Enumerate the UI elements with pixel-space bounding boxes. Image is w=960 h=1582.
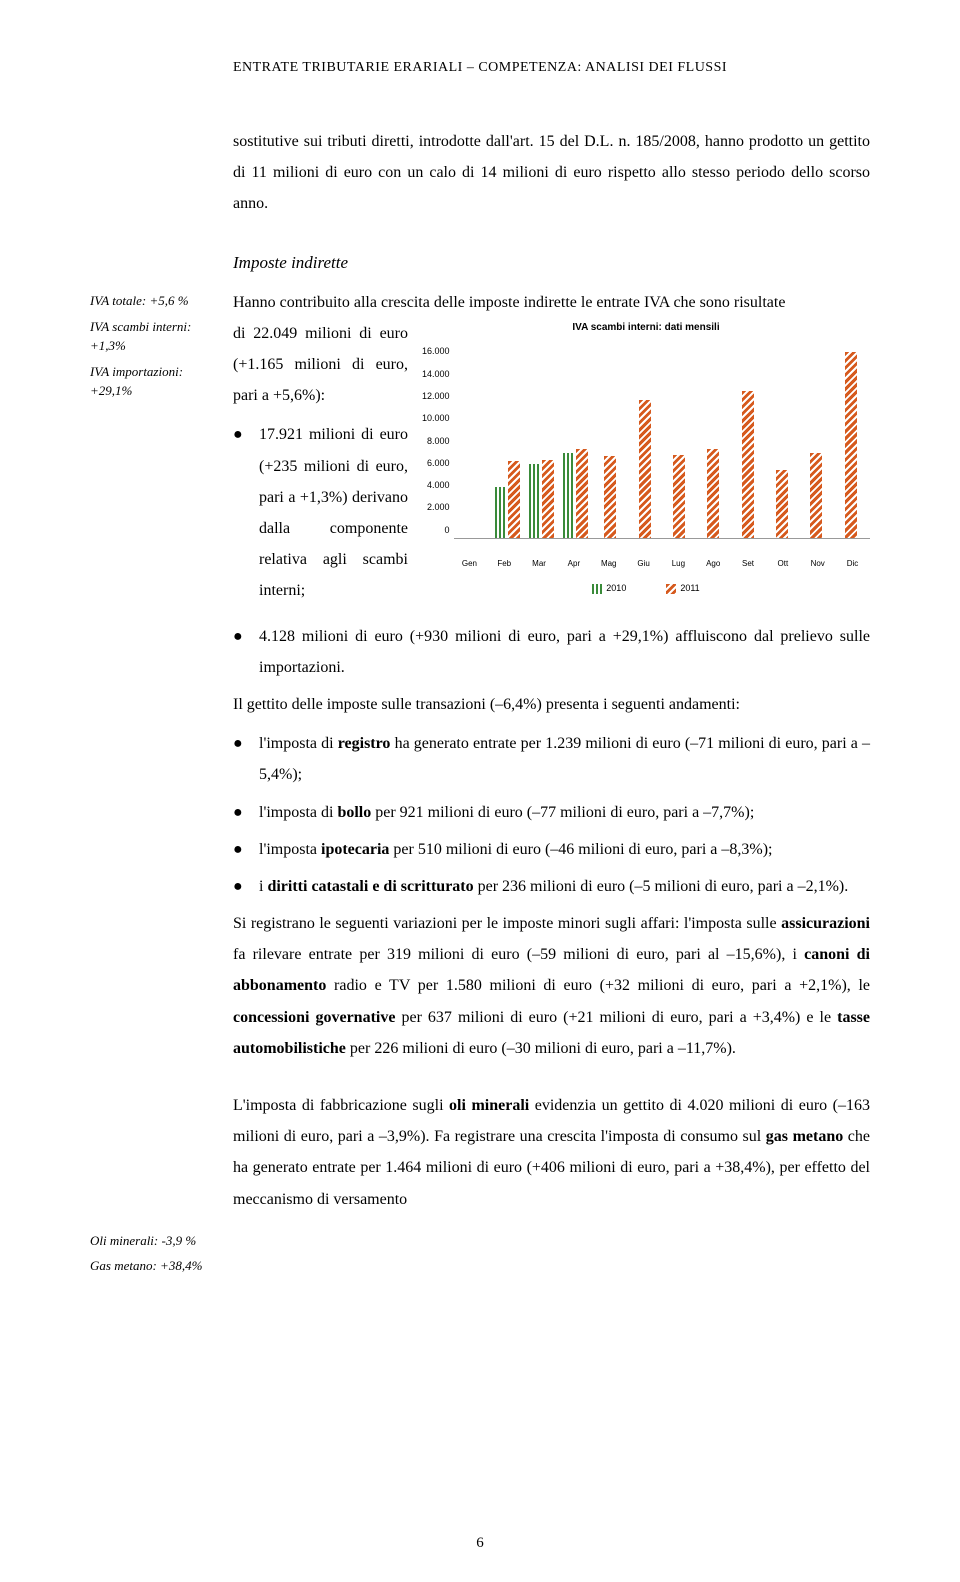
page-header: ENTRATE TRIBUTARIE ERARIALI – COMPETENZA…: [90, 60, 870, 76]
bar-2011: [604, 456, 616, 538]
legend-swatch-icon: [592, 584, 602, 594]
legend-swatch-icon: [666, 584, 676, 594]
bar-2011: [576, 449, 588, 538]
bar-2011: [707, 449, 719, 538]
bar-2010: [529, 464, 541, 539]
bar-2011: [508, 461, 520, 538]
y-tick-label: 6.000: [422, 455, 450, 473]
y-tick-label: 10.000: [422, 410, 450, 428]
split-text-col: di 22.049 milioni di euro (+1.165 milion…: [233, 318, 408, 613]
chart-y-axis: 16.000 14.000 12.000 10.000 8.000 6.000 4.000 2…: [422, 343, 454, 539]
legend-label: 2011: [680, 580, 699, 598]
x-tick-label: Mar: [526, 556, 552, 572]
bar-group: [494, 461, 520, 538]
x-tick-label: Lug: [665, 556, 691, 572]
paragraph-gettito: Il gettito delle imposte sulle transazio…: [233, 689, 870, 720]
bullet-item: ● 17.921 milioni di euro (+235 milioni d…: [233, 419, 408, 606]
x-tick-label: Ott: [770, 556, 796, 572]
legend-item-2011: 2011: [666, 580, 699, 598]
bar-group: [666, 455, 692, 538]
bullet-icon: ●: [233, 797, 259, 828]
bullet-icon: ●: [233, 621, 259, 683]
bullet-text: 17.921 milioni di euro (+235 milioni di …: [259, 419, 408, 606]
chart-title: IVA scambi interni: dati mensili: [422, 318, 870, 338]
bar-2011: [845, 352, 857, 538]
bar-2011: [673, 455, 685, 538]
split-text-chart-row: di 22.049 milioni di euro (+1.165 milion…: [233, 318, 870, 613]
margin-line: IVA importazioni: +29,1%: [90, 362, 215, 401]
paragraph-hanno: Hanno contribuito alla crescita delle im…: [233, 287, 870, 318]
x-tick-label: Apr: [561, 556, 587, 572]
margin-line: Oli minerali: -3,9 %: [90, 1231, 215, 1251]
x-tick-label: Ago: [700, 556, 726, 572]
bullet-item: ● i diritti catastali e di scritturato p…: [233, 871, 870, 902]
x-tick-label: Nov: [805, 556, 831, 572]
y-tick-label: 12.000: [422, 388, 450, 406]
margin-line: Gas metano: +38,4%: [90, 1256, 215, 1276]
bar-group: [735, 391, 761, 538]
bullet-text: l'imposta ipotecaria per 510 milioni di …: [259, 834, 870, 865]
bullet-text: i diritti catastali e di scritturato per…: [259, 871, 870, 902]
legend-item-2010: 2010: [592, 580, 626, 598]
bar-group: [632, 400, 658, 538]
split-text-content: di 22.049 milioni di euro (+1.165 milion…: [233, 325, 408, 404]
x-tick-label: Gen: [456, 556, 482, 572]
chart-legend: 2010 2011: [422, 580, 870, 598]
margin-line: IVA totale: +5,6 %: [90, 291, 215, 311]
bullet-item: ● l'imposta di registro ha generato entr…: [233, 728, 870, 790]
bar-2011: [542, 460, 554, 538]
x-tick-label: Mag: [596, 556, 622, 572]
y-tick-label: 4.000: [422, 477, 450, 495]
bullet-item: ● l'imposta ipotecaria per 510 milioni d…: [233, 834, 870, 865]
bullet-icon: ●: [233, 871, 259, 902]
chart-x-axis: Gen Feb Mar Apr Mag Giu Lug Ago Set Ott Nov Dic: [422, 556, 870, 572]
x-tick-label: Set: [735, 556, 761, 572]
y-tick-label: 14.000: [422, 366, 450, 384]
bullet-icon: ●: [233, 834, 259, 865]
margin-column: IVA totale: +5,6 % IVA scambi interni: +…: [90, 126, 215, 1282]
bar-group: [838, 352, 864, 538]
bar-group: [700, 449, 726, 538]
subtitle-imposte-indirette: Imposte indirette: [233, 246, 870, 279]
y-tick-label: 0: [422, 522, 450, 540]
y-tick-label: 8.000: [422, 433, 450, 451]
bar-2010: [563, 453, 575, 539]
content: IVA totale: +5,6 % IVA scambi interni: +…: [90, 126, 870, 1282]
bar-group: [528, 460, 554, 538]
page-number: 6: [476, 1535, 484, 1552]
bullet-item: ● l'imposta di bollo per 921 milioni di …: [233, 797, 870, 828]
x-tick-label: Feb: [491, 556, 517, 572]
x-tick-label: Giu: [631, 556, 657, 572]
margin-line: IVA scambi interni: +1,3%: [90, 317, 215, 356]
bullet-text: 4.128 milioni di euro (+930 milioni di e…: [259, 621, 870, 683]
paragraph-registrano: Si registrano le seguenti variazioni per…: [233, 908, 870, 1064]
chart-body: 16.000 14.000 12.000 10.000 8.000 6.000 4.000 2…: [422, 343, 870, 553]
bar-group: [597, 456, 623, 538]
bullet-icon: ●: [233, 728, 259, 790]
margin-note-oli: Oli minerali: -3,9 % Gas metano: +38,4%: [90, 1231, 215, 1276]
bar-group: [803, 453, 829, 539]
y-tick-label: 2.000: [422, 499, 450, 517]
bar-2011: [810, 453, 822, 539]
bar-2010: [495, 487, 507, 538]
x-tick-label: Dic: [840, 556, 866, 572]
main-column: sostitutive sui tributi diretti, introdo…: [233, 126, 870, 1282]
bullet-icon: ●: [233, 419, 259, 606]
iva-chart: IVA scambi interni: dati mensili 16.0001…: [422, 318, 870, 578]
bullet-text: l'imposta di registro ha generato entrat…: [259, 728, 870, 790]
margin-note-iva: IVA totale: +5,6 % IVA scambi interni: +…: [90, 291, 215, 401]
bullet-text: l'imposta di bollo per 921 milioni di eu…: [259, 797, 870, 828]
bar-2011: [639, 400, 651, 538]
bar-group: [563, 449, 589, 538]
bar-2011: [742, 391, 754, 538]
legend-label: 2010: [606, 580, 626, 598]
bar-group: [769, 470, 795, 539]
paragraph-oli: L'imposta di fabbricazione sugli oli min…: [233, 1090, 870, 1215]
y-tick-label: 16.000: [422, 343, 450, 361]
paragraph-intro: sostitutive sui tributi diretti, introdo…: [233, 126, 870, 220]
chart-plot-area: [454, 343, 870, 539]
bullet-item: ● 4.128 milioni di euro (+930 milioni di…: [233, 621, 870, 683]
bar-2011: [776, 470, 788, 539]
